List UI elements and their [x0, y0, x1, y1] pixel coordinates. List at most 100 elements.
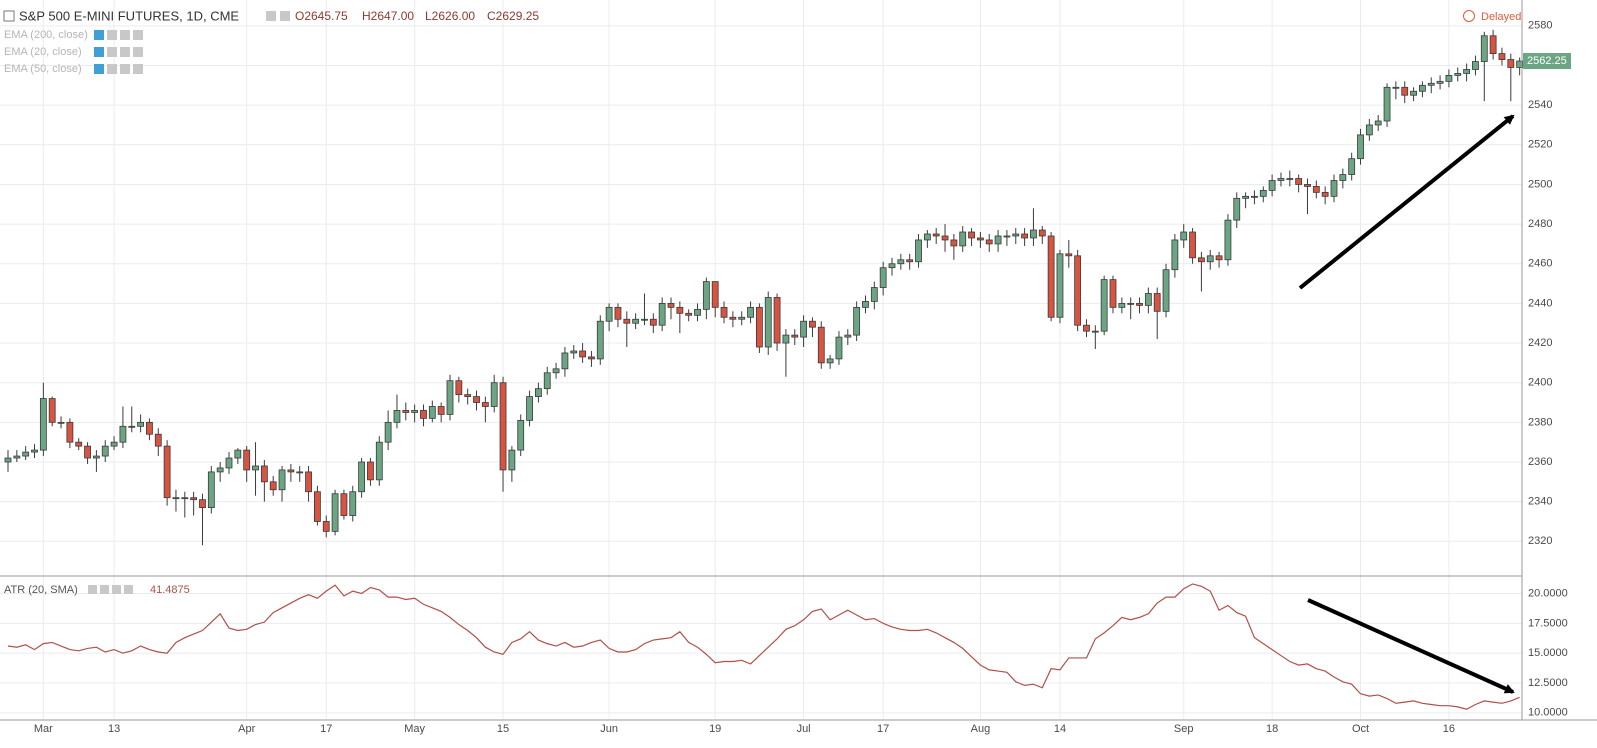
candle-body	[1357, 134, 1364, 160]
candle-body	[207, 471, 215, 508]
candle-body	[216, 467, 224, 473]
close-readout: C2629.25	[487, 9, 539, 23]
x-tick-label: 19	[709, 723, 721, 735]
candle-body	[252, 465, 259, 471]
candle-body	[1454, 73, 1462, 76]
candle-body	[906, 259, 914, 263]
annotation-arrow	[1307, 598, 1515, 694]
candle-body	[605, 306, 613, 322]
indicator-icon	[120, 30, 130, 40]
delayed-icon	[1463, 10, 1475, 22]
atr-title: ATR (20, SMA)	[4, 584, 78, 596]
candle-body	[428, 406, 436, 419]
candle-body	[481, 402, 489, 407]
candle-body	[632, 318, 640, 324]
candle-body	[446, 380, 454, 415]
candle-body	[473, 396, 480, 403]
candle-body	[1136, 302, 1143, 306]
atr-icon[interactable]	[124, 585, 133, 594]
candle-body	[1030, 229, 1037, 239]
candle-body	[941, 235, 949, 241]
candle-body	[499, 382, 507, 471]
settings-icon[interactable]	[280, 11, 290, 21]
candle-body	[1348, 158, 1356, 175]
collapse-icon[interactable]	[3, 10, 15, 22]
x-tick-label: Aug	[971, 723, 991, 735]
candle-body	[101, 445, 109, 457]
candle-body	[1242, 195, 1249, 199]
candle-body	[844, 334, 852, 338]
indicator-visibility[interactable]	[94, 30, 104, 40]
candle-body	[39, 398, 47, 451]
y-tick-label: 2440	[1528, 297, 1552, 309]
candle-body	[649, 318, 657, 326]
candle-body	[1180, 231, 1188, 241]
x-tick-label: Jul	[797, 723, 811, 735]
candle-body	[1339, 174, 1347, 181]
candle-body	[1463, 69, 1470, 74]
candle-body	[1427, 82, 1435, 86]
annotation-arrow	[1298, 114, 1515, 290]
candle-body	[817, 326, 825, 364]
last-price-label: 2562.25	[1527, 55, 1567, 67]
candle-body	[31, 449, 38, 453]
x-tick-label: Sep	[1174, 723, 1194, 735]
indicator-icon	[120, 47, 130, 57]
atr-icon[interactable]	[112, 585, 121, 594]
candle-body	[243, 449, 251, 471]
candle-body	[809, 320, 816, 328]
x-tick-label: 17	[877, 723, 889, 735]
candle-body	[22, 451, 30, 457]
candle-body	[128, 425, 136, 428]
candle-body	[1100, 279, 1108, 332]
candle-body	[756, 306, 763, 348]
candle-body	[1277, 178, 1285, 181]
indicator-icon	[133, 30, 143, 40]
candle-body	[959, 231, 967, 247]
indicator-visibility[interactable]	[94, 64, 104, 74]
candle-body	[888, 263, 896, 269]
candle-body	[1268, 180, 1276, 191]
atr-icon[interactable]	[100, 585, 109, 594]
y-tick-label: 15.0000	[1528, 647, 1568, 659]
candle-body	[1472, 61, 1479, 70]
candle-body	[287, 469, 295, 473]
candle-body	[1489, 35, 1497, 54]
candle-body	[1038, 229, 1046, 237]
candle-body	[1259, 189, 1267, 197]
candle-body	[313, 491, 321, 522]
candle-body	[950, 239, 958, 247]
candle-body	[747, 306, 754, 318]
candle-body	[1047, 235, 1055, 318]
settings-icon[interactable]	[266, 11, 276, 21]
candle-body	[1304, 184, 1311, 187]
candle-body	[48, 398, 56, 423]
candle-body	[1498, 53, 1506, 60]
open-readout: O2645.75	[295, 9, 348, 23]
candle-body	[13, 455, 21, 459]
candle-body	[464, 394, 472, 397]
atr-icon[interactable]	[88, 585, 97, 594]
candle-body	[1215, 255, 1223, 261]
x-tick-label: 16	[1443, 723, 1455, 735]
candle-body	[526, 396, 533, 421]
candle-body	[181, 497, 189, 500]
candle-body	[658, 302, 666, 326]
candle-body	[1410, 90, 1417, 96]
candle-body	[588, 356, 595, 360]
candle-body	[110, 441, 118, 447]
candle-body	[1091, 330, 1099, 333]
candle-body	[1162, 269, 1170, 312]
candle-body	[1056, 253, 1064, 318]
candle-body	[1021, 233, 1028, 239]
y-tick-label: 2540	[1528, 99, 1552, 111]
candle-body	[897, 259, 905, 265]
candle-body	[720, 306, 728, 318]
candle-body	[269, 481, 277, 491]
candle-body	[1383, 86, 1391, 122]
y-tick-label: 2520	[1528, 139, 1552, 151]
y-tick-label: 2360	[1528, 456, 1552, 468]
candle-body	[199, 499, 206, 508]
candle-body	[75, 441, 83, 447]
indicator-visibility[interactable]	[94, 47, 104, 57]
